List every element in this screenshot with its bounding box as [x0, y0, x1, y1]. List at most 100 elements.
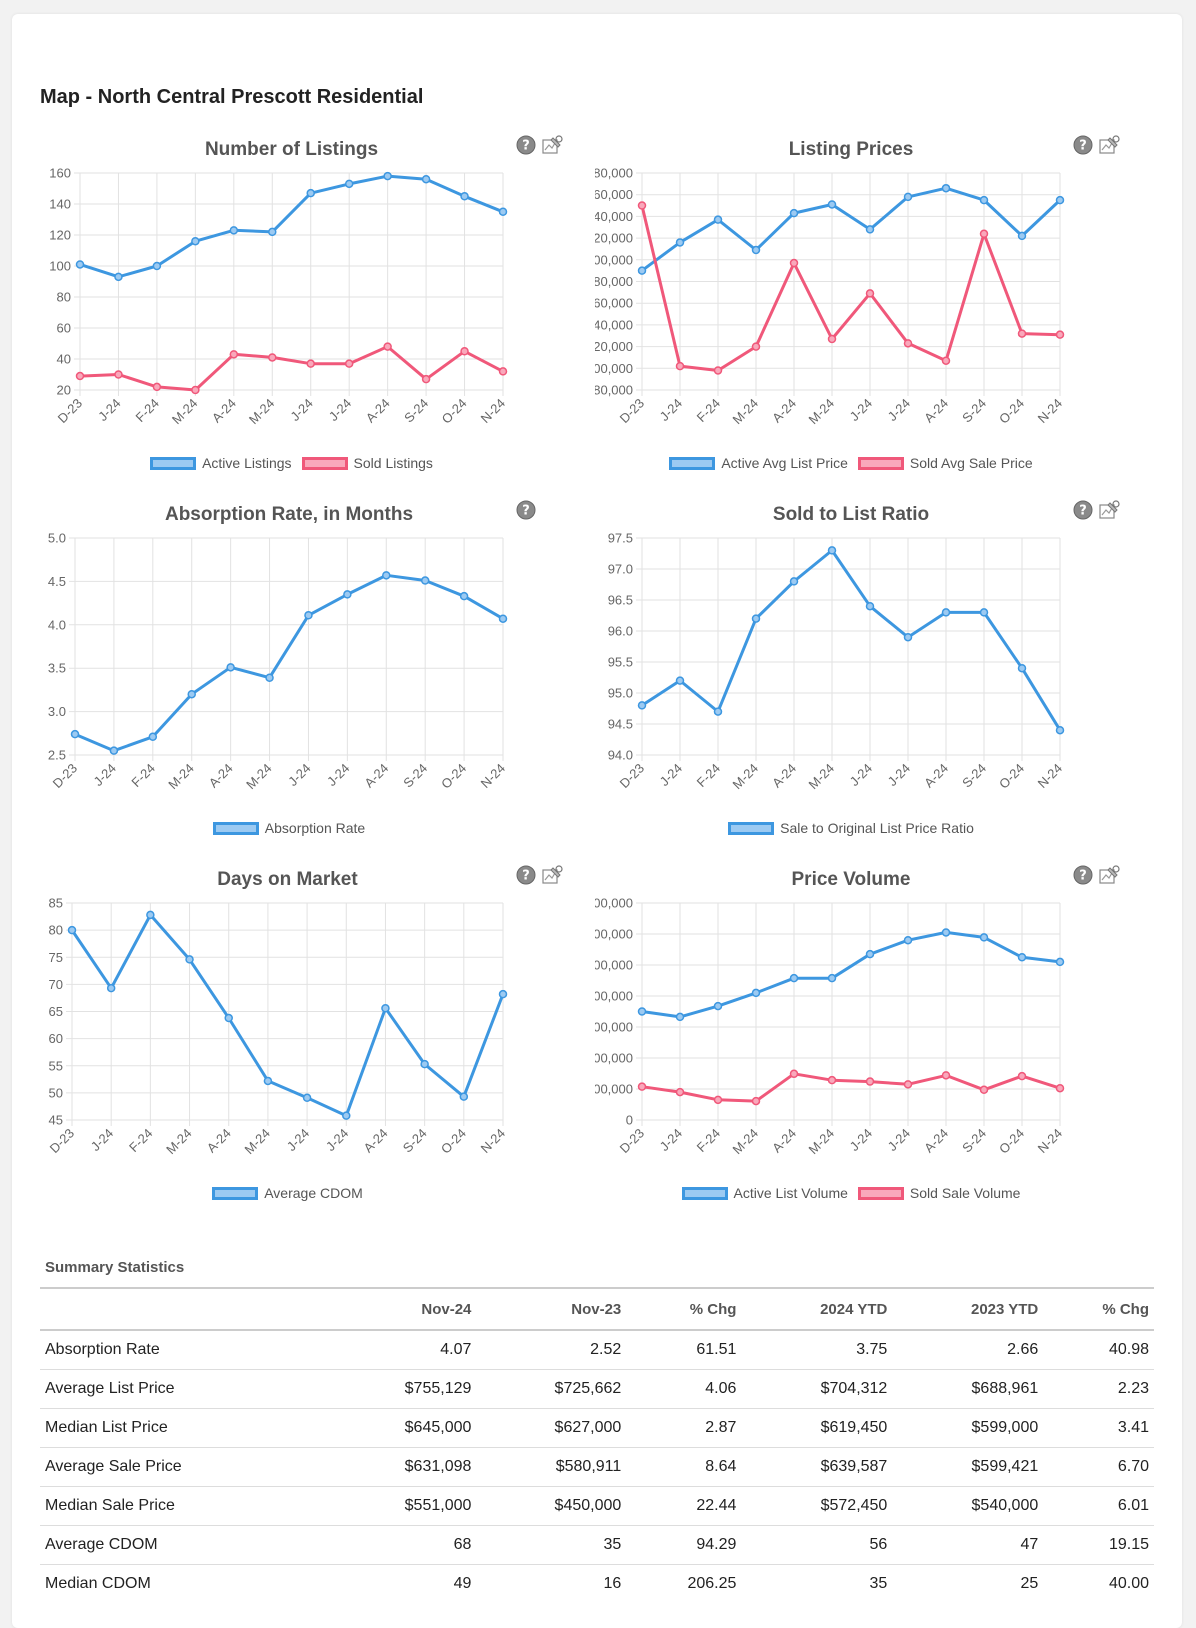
table-cell: $631,098 — [326, 1447, 477, 1487]
data-point — [751, 342, 761, 351]
data-point — [713, 215, 723, 224]
x-tick-label: N-24 — [1035, 1126, 1066, 1157]
series-line — [79, 345, 504, 392]
x-tick-label: J-24 — [326, 396, 354, 424]
legend-item[interactable]: Active Avg List Price — [669, 455, 848, 471]
y-tick-label: 40 — [57, 352, 71, 367]
chart-settings-icon[interactable] — [541, 865, 563, 885]
help-icon[interactable]: ? — [1073, 500, 1093, 520]
data-point — [979, 933, 989, 942]
legend-label: Active Avg List Price — [721, 455, 848, 471]
y-tick-label: 660,000 — [595, 296, 633, 311]
data-point — [70, 729, 80, 739]
data-point — [1055, 330, 1065, 339]
table-cell: 40.00 — [1108, 1575, 1149, 1592]
x-tick-label: A-24 — [209, 396, 239, 426]
header-cell: Nov-24 — [326, 1287, 477, 1331]
table-cell: 2.52 — [476, 1330, 627, 1370]
legend-item[interactable]: Absorption Rate — [212, 820, 365, 836]
x-tick-label: J-24 — [847, 761, 875, 789]
table-cell: 19.15 — [1043, 1525, 1154, 1565]
chart-absorption-rate: Absorption Rate, in Months? 2.5 3.0 3.5 4.0 4… — [38, 500, 558, 868]
data-point — [1017, 663, 1027, 673]
data-point — [865, 949, 875, 959]
x-tick-label: S-24 — [959, 1126, 989, 1156]
x-tick-label: A-24 — [361, 761, 391, 791]
data-point — [789, 208, 799, 218]
data-point — [637, 1082, 647, 1091]
help-icon[interactable]: ? — [1073, 135, 1093, 155]
y-tick-label: 700,000 — [595, 252, 633, 267]
y-tick-label: 96.0 — [608, 624, 633, 639]
y-tick-label: 3.5 — [48, 661, 66, 676]
data-point — [941, 183, 951, 193]
summary-header-row: Nov-24 Nov-23 % Chg 2024 YTD 2023 YTD % … — [40, 1287, 1154, 1331]
data-point — [637, 701, 647, 710]
x-tick-label: D-23 — [617, 396, 648, 427]
table-cell: $599,421 — [892, 1447, 1044, 1487]
chart-settings-icon[interactable] — [1098, 500, 1120, 520]
help-icon[interactable]: ? — [516, 135, 536, 155]
y-tick-label: 85 — [49, 896, 63, 911]
x-tick-label: D-23 — [617, 761, 648, 792]
chart-legend: Sale to Original List Price Ratio — [642, 820, 1060, 838]
data-point — [302, 1093, 312, 1103]
data-point — [637, 266, 647, 275]
x-tick-label: J-24 — [88, 1126, 116, 1154]
data-point — [1055, 957, 1065, 967]
data-point — [187, 689, 196, 699]
series-line — [640, 205, 1061, 372]
data-point — [637, 1007, 647, 1016]
legend-swatch — [669, 456, 716, 470]
chart-days-on-market: Days on Market? 45 50 55 60 65 70 75 80 85 D-23 J-2… — [38, 865, 563, 1233]
page-title: Map - North Central Prescott Residential — [40, 86, 424, 108]
svg-text:?: ? — [522, 504, 530, 519]
svg-text:?: ? — [1079, 869, 1087, 884]
x-tick-label: S-24 — [400, 761, 430, 791]
legend-item[interactable]: Active List Volume — [681, 1185, 848, 1201]
data-point — [827, 546, 837, 555]
chart-settings-icon[interactable] — [1098, 865, 1120, 885]
y-tick-label: 60 — [49, 1031, 63, 1046]
legend-item[interactable]: Sold Sale Volume — [857, 1185, 1020, 1201]
data-point — [459, 591, 469, 601]
x-tick-label: J-24 — [885, 396, 913, 424]
table-cell: $688,961 — [892, 1369, 1044, 1409]
data-point — [344, 359, 354, 368]
legend-item[interactable]: Active Listings — [150, 455, 292, 471]
x-tick-label: O-24 — [438, 761, 469, 792]
data-point — [789, 577, 799, 586]
chart-listing-prices: Listing Prices? 580,000 600,000 620,000 640,… — [595, 135, 1120, 503]
data-point — [460, 347, 469, 356]
x-tick-label: A-24 — [206, 761, 236, 791]
series-line — [641, 548, 1062, 731]
data-point — [498, 207, 508, 216]
chart-settings-icon[interactable] — [541, 135, 563, 155]
legend-item[interactable]: Sold Avg Sale Price — [857, 455, 1033, 471]
chart-title: Listing Prices — [788, 139, 914, 160]
help-icon[interactable]: ? — [516, 865, 536, 885]
legend-item[interactable]: Average CDOM — [212, 1185, 363, 1201]
table-cell: $627,000 — [476, 1408, 627, 1448]
x-tick-label: J-24 — [324, 761, 352, 789]
table-cell: $704,312 — [741, 1369, 893, 1409]
svg-text:?: ? — [1079, 139, 1087, 154]
y-tick-label: 94.0 — [608, 748, 633, 763]
data-point — [191, 385, 200, 395]
series-line — [74, 573, 504, 753]
y-tick-label: 100 — [49, 259, 71, 274]
x-tick-label: S-24 — [959, 396, 989, 426]
y-tick-label: 65 — [49, 1004, 63, 1019]
x-tick-label: M-24 — [806, 1126, 838, 1158]
header-cell: 2024 YTD — [741, 1287, 893, 1331]
help-icon[interactable]: ? — [516, 500, 536, 520]
legend-item[interactable]: Sale to Original List Price Ratio — [728, 820, 974, 836]
y-tick-label: 140 — [49, 197, 71, 212]
x-tick-label: J-24 — [323, 1126, 351, 1154]
chart-price-volume: Price Volume? 0 20,000,000 40,000,000 60,000… — [595, 865, 1120, 1233]
legend-item[interactable]: Sold Listings — [301, 455, 433, 471]
help-icon[interactable]: ? — [1073, 865, 1093, 885]
chart-settings-icon[interactable] — [1098, 135, 1120, 155]
data-point — [67, 925, 77, 935]
